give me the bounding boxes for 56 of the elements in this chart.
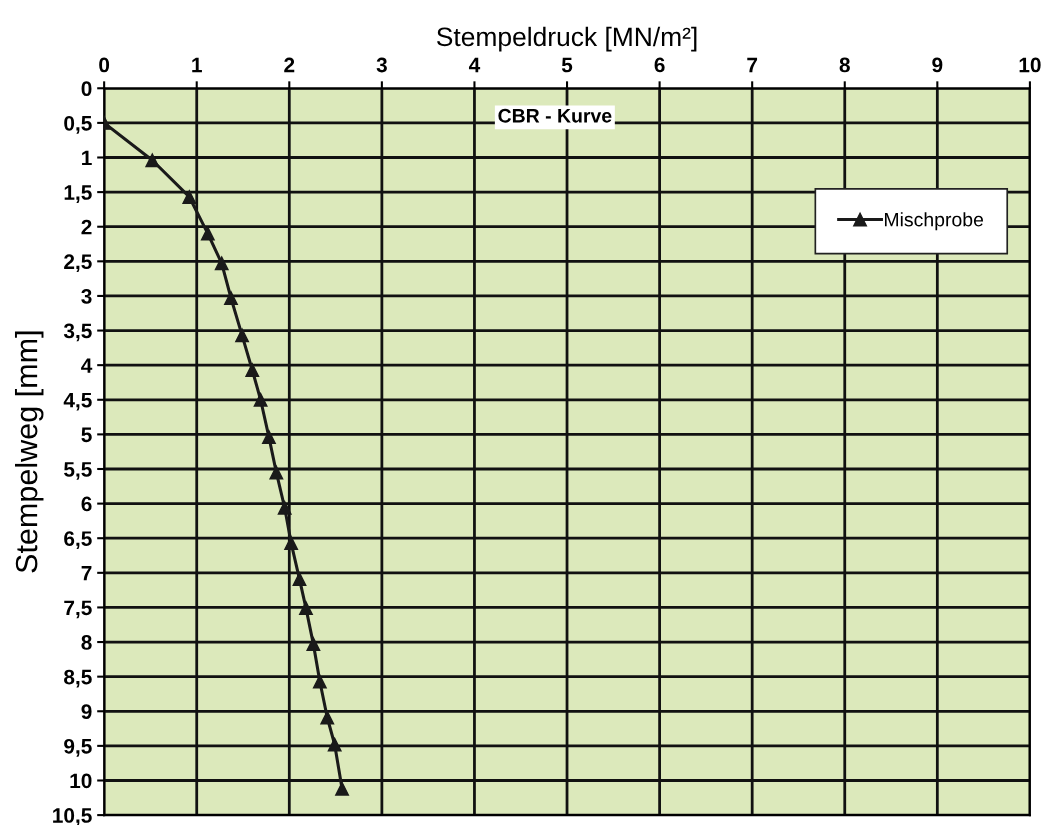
x-tick-label: 8 — [839, 57, 850, 73]
point — [299, 601, 313, 616]
x-tick-label: 9 — [932, 57, 943, 73]
point — [224, 291, 238, 305]
point — [245, 363, 260, 377]
y-tick-label: 7,5 — [64, 600, 92, 619]
point — [261, 430, 276, 445]
y-tick-label: 10,5 — [53, 808, 92, 825]
y-axis-title: Stempelweg [mm] — [14, 331, 44, 573]
y-tick-label: 9,5 — [64, 738, 92, 757]
point — [235, 328, 250, 343]
point — [320, 710, 335, 725]
point — [292, 572, 307, 587]
y-tick-label: 9 — [81, 704, 92, 720]
y-tick-label: 2,5 — [64, 254, 92, 273]
point — [200, 226, 215, 241]
point — [284, 536, 299, 551]
y-tick-label: 8 — [81, 635, 92, 650]
point — [269, 465, 284, 480]
point — [214, 256, 229, 271]
y-tick-label: 4 — [81, 358, 93, 373]
point — [182, 190, 197, 204]
point — [253, 392, 268, 407]
x-tick-label: 7 — [747, 57, 758, 73]
x-axis-title: Stempeldruck [MN/m²] — [437, 26, 697, 52]
y-tick-label: 3,5 — [63, 323, 92, 342]
y-tick-label: 6,5 — [64, 531, 92, 549]
legend-label: Mischprobe — [884, 212, 984, 231]
y-tick-label: 0 — [81, 81, 92, 97]
x-tick-label: 5 — [561, 57, 573, 73]
y-tick-label: 10 — [70, 773, 92, 789]
y-tick-label: 2 — [81, 219, 92, 235]
y-tick-label: 6 — [81, 496, 92, 512]
y-tick-label: 1,5 — [64, 185, 92, 203]
x-tick-label: 6 — [654, 57, 665, 73]
x-tick-label: 10 — [1019, 57, 1041, 73]
x-tick-label: 3 — [376, 57, 387, 73]
point — [277, 500, 292, 515]
y-tick-label: 1 — [82, 150, 92, 166]
point — [145, 153, 160, 168]
y-tick-label: 7 — [81, 566, 92, 581]
x-tick-label: 1 — [192, 57, 202, 73]
y-tick-label: 0,5 — [64, 115, 92, 134]
x-tick-label: 2 — [284, 57, 295, 73]
text: CBR - Kurve — [498, 108, 612, 123]
y-tick-label: 3 — [81, 288, 92, 304]
y-tick-label: 5 — [81, 427, 92, 443]
point — [312, 674, 327, 689]
y-tick-label: 8,5 — [64, 669, 92, 688]
y-tick-label: 5,5 — [64, 462, 92, 480]
point — [327, 737, 342, 752]
point — [306, 637, 321, 652]
x-tick-label: 4 — [468, 57, 481, 73]
y-tick-label: 4,5 — [63, 392, 92, 411]
x-tick-label: 0 — [99, 57, 110, 73]
point — [335, 781, 350, 796]
